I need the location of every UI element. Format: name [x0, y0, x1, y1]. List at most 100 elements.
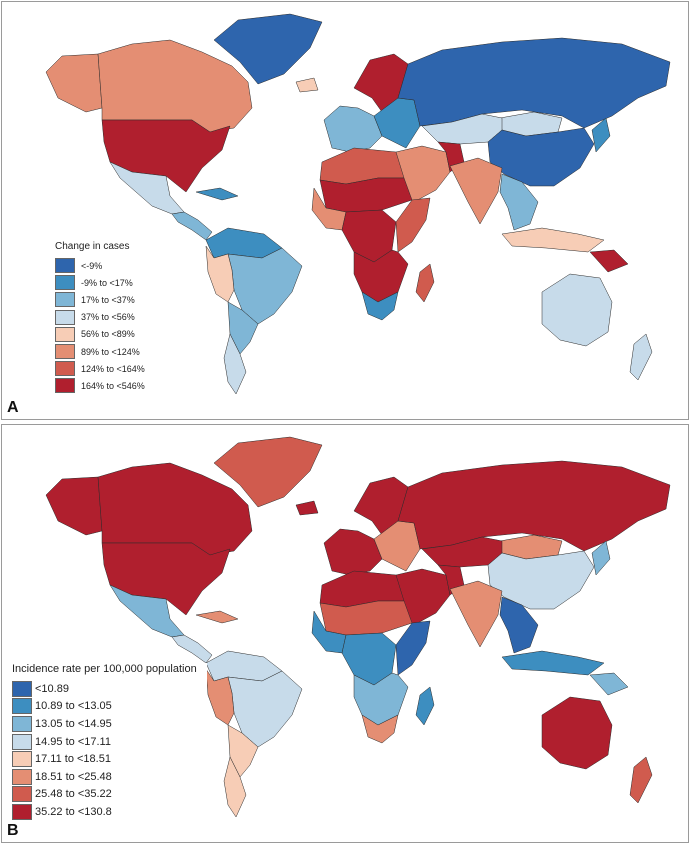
legend-swatch [55, 378, 75, 394]
region-japan [591, 540, 611, 576]
region-madagascar [415, 263, 435, 303]
region-caribbean [195, 187, 239, 201]
legend-swatch [12, 698, 32, 715]
legend-label: 35.22 to <130.8 [35, 805, 112, 818]
legend-items: <10.89 10.89 to <13.05 13.05 to <14.95 14.9… [12, 680, 207, 821]
legend-item: 89% to <124% [55, 343, 173, 360]
legend-swatch [12, 715, 32, 732]
panel-label: B [7, 822, 19, 839]
world-map-a [45, 13, 671, 395]
legend-item: 14.95 to <17.11 [12, 733, 207, 751]
region-canada [97, 462, 253, 556]
region-usa [101, 119, 231, 193]
legend-swatch [55, 309, 75, 325]
legend-item: <10.89 [12, 680, 207, 698]
region-japan [591, 117, 611, 153]
legend-label: -9% to <17% [81, 277, 133, 288]
legend-swatch [55, 292, 75, 308]
legend-label: 17% to <37% [81, 294, 135, 305]
region-patagonia [223, 333, 247, 395]
legend-item: -9% to <17% [55, 274, 173, 291]
legend-item: 124% to <164% [55, 360, 173, 377]
region-greenland [213, 436, 323, 508]
region-sahel [319, 177, 413, 213]
legend-swatch [55, 344, 75, 360]
panel-b: Incidence rate per 100,000 population <1… [1, 424, 689, 843]
legend-item: 17.11 to <18.51 [12, 750, 207, 768]
region-png [589, 249, 629, 273]
region-central-america [171, 211, 213, 241]
region-andes [205, 245, 235, 303]
legend-item: 164% to <546% [55, 377, 173, 394]
legend-swatch [55, 275, 75, 291]
region-india [449, 580, 503, 648]
legend-b: Incidence rate per 100,000 population <1… [12, 663, 207, 821]
region-south-africa [361, 714, 399, 744]
legend-label: 18.51 to <25.48 [35, 770, 112, 783]
legend-label: 89% to <124% [81, 346, 140, 357]
legend-swatch [55, 361, 75, 377]
legend-label: 13.05 to <14.95 [35, 717, 112, 730]
region-iceland [295, 500, 319, 516]
legend-label: 56% to <89% [81, 329, 135, 340]
legend-swatch [12, 751, 32, 768]
legend-label: 37% to <56% [81, 312, 135, 323]
legend-label: <10.89 [35, 682, 69, 695]
legend-label: 17.11 to <18.51 [35, 753, 111, 766]
panel-label: A [7, 399, 19, 416]
region-southeast-asia [499, 173, 539, 231]
legend-label: 14.95 to <17.11 [35, 735, 111, 748]
region-southern-africa [353, 249, 409, 303]
region-south-africa [361, 291, 399, 321]
legend-swatch [12, 768, 32, 785]
region-western-europe [323, 105, 383, 153]
region-caribbean [195, 610, 239, 624]
region-alaska [45, 476, 103, 536]
legend-swatch [12, 803, 32, 820]
region-alaska [45, 53, 103, 113]
region-new-zealand [629, 333, 653, 381]
region-indonesia [501, 650, 605, 676]
legend-label: 10.89 to <13.05 [35, 700, 112, 713]
legend-swatch [12, 680, 32, 697]
region-india [449, 157, 503, 225]
region-indonesia [501, 227, 605, 253]
region-china [487, 127, 595, 187]
legend-item: 13.05 to <14.95 [12, 715, 207, 733]
region-east-africa [395, 620, 431, 676]
region-new-zealand [629, 756, 653, 804]
legend-item: 18.51 to <25.48 [12, 768, 207, 786]
region-southern-africa [353, 672, 409, 726]
region-western-europe [323, 528, 383, 576]
world-map-b [45, 436, 671, 818]
region-madagascar [415, 686, 435, 726]
legend-label: <-9% [81, 260, 103, 271]
legend-label: 164% to <546% [81, 380, 145, 391]
legend-label: 124% to <164% [81, 363, 145, 374]
legend-item: 17% to <37% [55, 291, 173, 308]
region-canada [97, 39, 253, 133]
legend-swatch [12, 733, 32, 750]
legend-item: 10.89 to <13.05 [12, 698, 207, 716]
legend-swatch [12, 786, 32, 803]
legend-items: <-9% -9% to <17% 17% to <37% 37% to <56% 56%… [55, 257, 173, 395]
legend-swatch [55, 258, 75, 274]
region-central-america [171, 634, 213, 664]
legend-item: 37% to <56% [55, 309, 173, 326]
region-australia [541, 273, 613, 347]
region-china [487, 550, 595, 610]
legend-title: Incidence rate per 100,000 population [12, 663, 197, 675]
legend-label: 25.48 to <35.22 [35, 788, 112, 801]
region-greenland [213, 13, 323, 85]
region-sahel [319, 600, 413, 636]
legend-item: 56% to <89% [55, 326, 173, 343]
legend-swatch [55, 326, 75, 342]
legend-item: 35.22 to <130.8 [12, 803, 207, 821]
region-australia [541, 696, 613, 770]
legend-title: Change in cases [55, 241, 130, 252]
region-png [589, 672, 629, 696]
panel-a: Change in cases <-9% -9% to <17% 17% to <3… [1, 1, 689, 420]
region-iceland [295, 77, 319, 93]
legend-item: 25.48 to <35.22 [12, 786, 207, 804]
region-patagonia [223, 756, 247, 818]
